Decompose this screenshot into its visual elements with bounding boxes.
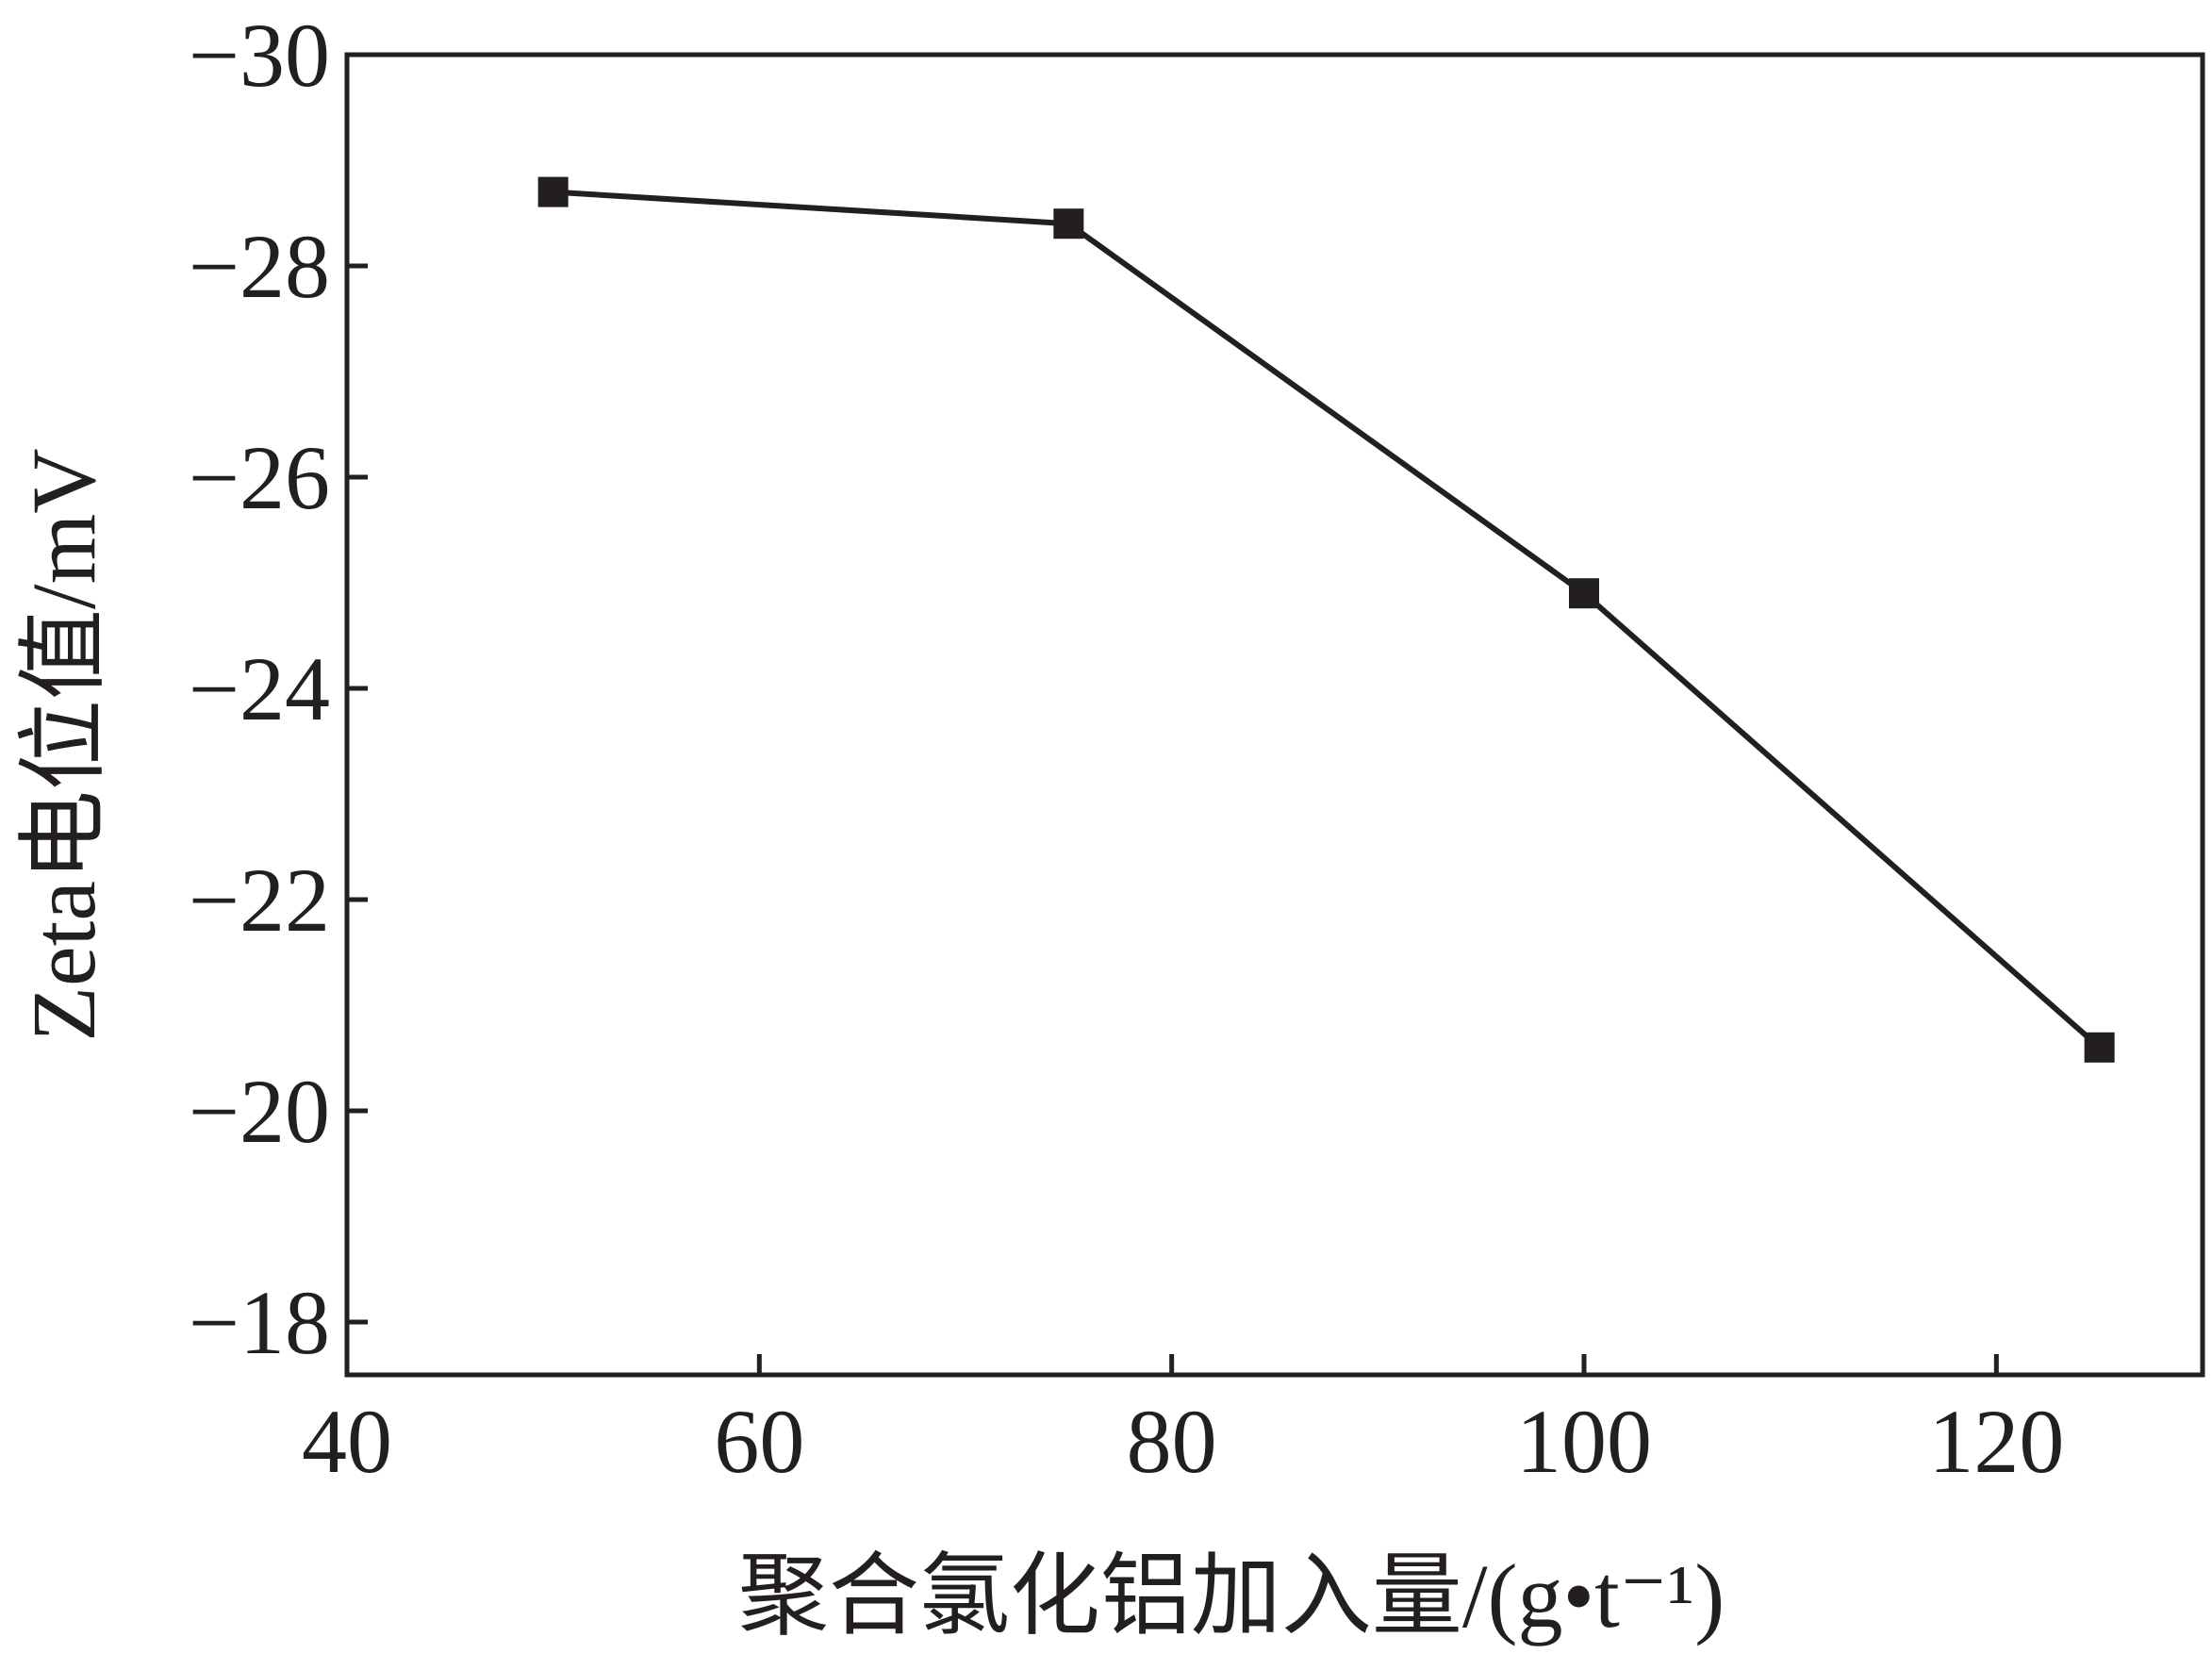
y-axis-ticks: −18 −20 −22 −24 −26 −28 −30: [189, 5, 368, 1373]
y-tick-label: −30: [189, 5, 330, 106]
y-axis-title: Zeta电位值/mV: [13, 448, 114, 1041]
y-tick-label: −20: [189, 1061, 330, 1162]
y-tick-label: −28: [189, 216, 330, 317]
x-tick-label: 80: [1127, 1391, 1217, 1492]
data-point-marker: [537, 176, 569, 207]
x-tick-label: 120: [1928, 1391, 2064, 1492]
y-tick-label: −26: [189, 427, 330, 528]
y-tick-label: −18: [189, 1272, 330, 1373]
x-tick-label: 40: [302, 1391, 392, 1492]
x-tick-label: 60: [714, 1391, 804, 1492]
data-point-marker: [1053, 208, 1084, 240]
series-layer: [537, 176, 2115, 1063]
data-point-marker: [1569, 578, 1599, 609]
plot-frame: [344, 52, 2205, 1378]
y-tick-label: −22: [189, 850, 330, 951]
x-tick-label: 100: [1516, 1391, 1652, 1492]
x-axis-title: 聚合氯化铝加入量/(g•t⁻¹): [738, 1546, 1725, 1646]
y-tick-label: −24: [189, 638, 330, 739]
x-axis-ticks: 40 60 80 100 120: [302, 1354, 2064, 1492]
series-line: [553, 189, 2102, 1050]
data-point-marker: [2084, 1032, 2115, 1063]
